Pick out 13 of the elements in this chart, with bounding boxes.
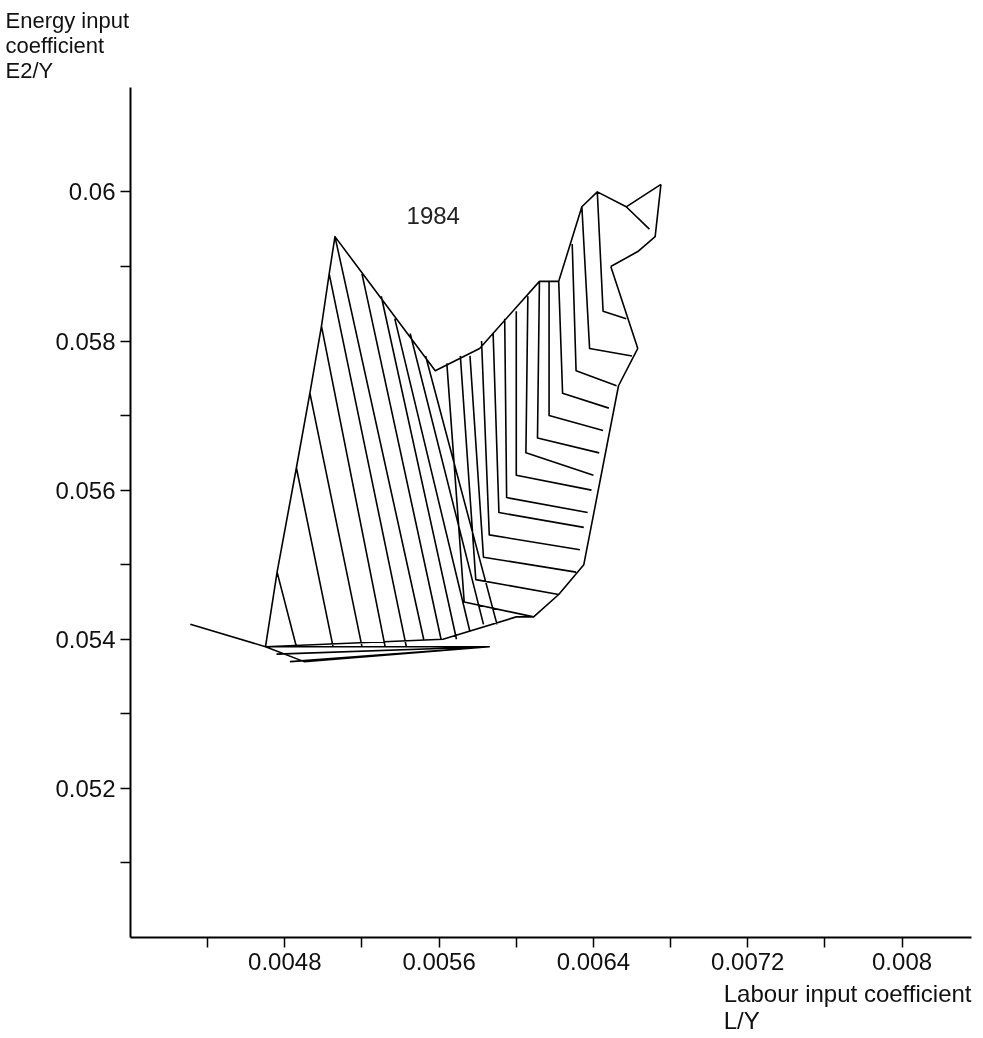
y-tick-label: 0.058: [55, 327, 116, 355]
x-tick-label: 0.0064: [556, 947, 631, 975]
annotation: 1984: [406, 201, 460, 229]
y-tick-label: 0.06: [68, 178, 116, 206]
x-axis-title: Labour input coefficient L/Y: [723, 979, 972, 1034]
x-tick-label: 0.0056: [402, 947, 476, 975]
x-tick-label: 0.008: [872, 947, 933, 975]
y-tick-label: 0.056: [55, 476, 116, 504]
x-tick-label: 0.0048: [248, 947, 322, 975]
x-tick-label: 0.0072: [711, 947, 785, 975]
y-tick-label: 0.054: [55, 625, 116, 653]
y-axis-title: Energy input coefficient E2/Y: [5, 7, 130, 83]
y-tick-label: 0.052: [55, 774, 116, 802]
